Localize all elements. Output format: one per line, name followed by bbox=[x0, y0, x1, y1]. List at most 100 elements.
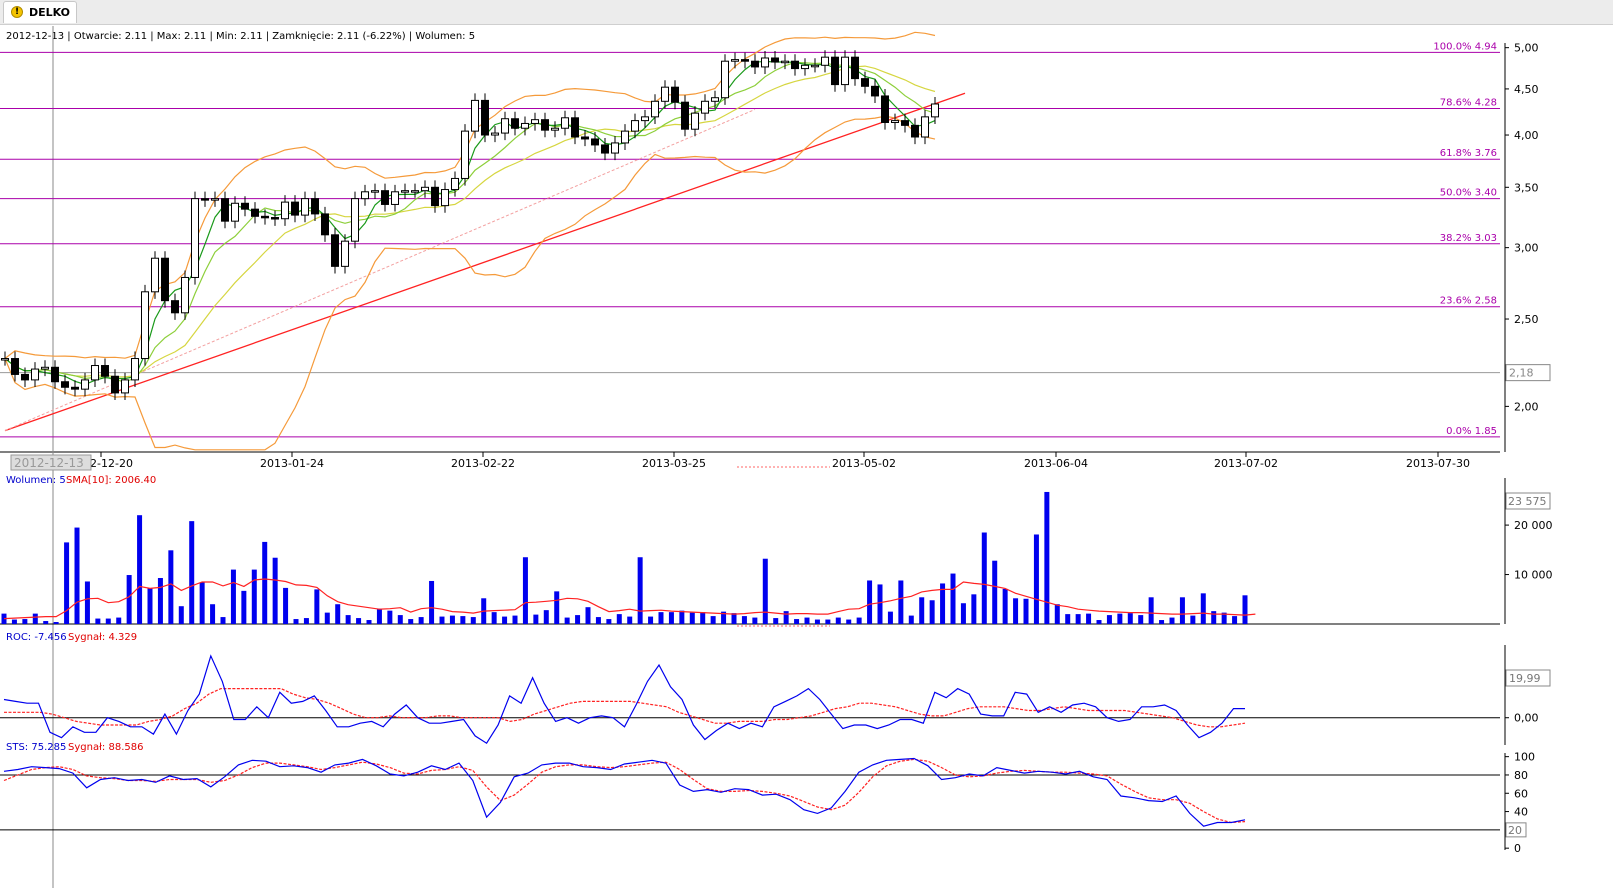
date-axis-label: 2013-06-04 bbox=[1024, 457, 1088, 470]
candle bbox=[452, 178, 459, 189]
volume-bar bbox=[857, 618, 862, 624]
price-axis-label: 3,00 bbox=[1514, 242, 1539, 255]
volume-bar bbox=[700, 612, 705, 624]
date-cursor-label: 2012-12-13 bbox=[14, 456, 84, 470]
candle bbox=[832, 57, 839, 84]
volume-bar bbox=[262, 542, 267, 624]
volume-bar bbox=[221, 617, 226, 624]
volume-bar bbox=[1065, 614, 1070, 624]
sts-axis-label: 100 bbox=[1514, 751, 1535, 764]
volume-bar bbox=[1243, 595, 1248, 624]
volume-bar bbox=[1190, 616, 1195, 624]
volume-current-label: 23 575 bbox=[1508, 495, 1547, 508]
volume-bar bbox=[606, 619, 611, 624]
volume-bar bbox=[1138, 615, 1143, 624]
candle bbox=[472, 100, 479, 131]
volume-bar bbox=[367, 620, 372, 624]
candle bbox=[792, 61, 799, 68]
volume-bar bbox=[241, 591, 246, 624]
candle bbox=[482, 100, 489, 135]
volume-bar bbox=[523, 557, 528, 624]
volume-bar bbox=[930, 600, 935, 624]
volume-bar bbox=[158, 578, 163, 624]
volume-bar bbox=[273, 558, 278, 624]
volume-bar bbox=[210, 604, 215, 624]
volume-bar bbox=[148, 588, 153, 624]
candle bbox=[212, 199, 219, 201]
volume-bar bbox=[627, 617, 632, 624]
candle bbox=[622, 131, 629, 143]
candle bbox=[362, 192, 369, 199]
volume-bar bbox=[54, 622, 59, 624]
volume-bar bbox=[168, 550, 173, 624]
volume-bar bbox=[992, 561, 997, 624]
volume-bar bbox=[815, 620, 820, 624]
candle bbox=[412, 191, 419, 193]
candle bbox=[222, 199, 229, 222]
volume-bar bbox=[502, 617, 507, 624]
price-axis-label: 4,50 bbox=[1514, 83, 1539, 96]
volume-bar bbox=[586, 607, 591, 624]
candle bbox=[252, 209, 259, 216]
candle bbox=[442, 190, 449, 206]
volume-bar bbox=[1076, 614, 1081, 624]
candle bbox=[802, 65, 809, 68]
candle bbox=[112, 376, 119, 393]
candle bbox=[512, 119, 519, 129]
sts-line bbox=[4, 759, 1245, 827]
price-axis-label: 5,00 bbox=[1514, 42, 1539, 55]
candle bbox=[152, 258, 159, 292]
date-axis-label: 2013-07-30 bbox=[1406, 457, 1470, 470]
volume-bar bbox=[752, 618, 757, 624]
volume-bar bbox=[75, 528, 80, 624]
volume-bar bbox=[679, 611, 684, 624]
candle bbox=[372, 191, 379, 193]
volume-bar bbox=[1149, 597, 1154, 624]
volume-bar bbox=[408, 619, 413, 624]
candle bbox=[722, 61, 729, 98]
candle bbox=[492, 133, 499, 135]
fib-level-label: 38.2% 3.03 bbox=[1440, 233, 1497, 244]
sts-current-label: 20 bbox=[1508, 824, 1522, 837]
volume-bar bbox=[836, 618, 841, 624]
candle bbox=[2, 359, 9, 361]
candle bbox=[322, 214, 329, 235]
date-axis-label: 2013-03-25 bbox=[642, 457, 706, 470]
volume-bar bbox=[294, 619, 299, 624]
volume-bar bbox=[1170, 618, 1175, 624]
candle bbox=[532, 120, 539, 124]
volume-bar bbox=[12, 620, 17, 624]
candle bbox=[842, 57, 849, 84]
roc-axis-label: 0,00 bbox=[1514, 712, 1539, 725]
fib-level-label: 23.6% 2.58 bbox=[1440, 296, 1497, 307]
candle bbox=[122, 380, 129, 393]
volume-bar bbox=[732, 613, 737, 624]
volume-bar bbox=[711, 616, 716, 624]
candle bbox=[582, 137, 589, 139]
volume-bar bbox=[638, 557, 643, 624]
candle bbox=[312, 199, 319, 214]
candle bbox=[302, 199, 309, 215]
volume-bar bbox=[648, 617, 653, 624]
candle bbox=[402, 191, 409, 193]
fib-level-label: 78.6% 4.28 bbox=[1440, 98, 1497, 109]
candle bbox=[752, 61, 759, 67]
candle bbox=[72, 387, 79, 389]
volume-bar bbox=[1097, 620, 1102, 624]
candle bbox=[812, 65, 819, 67]
candle bbox=[522, 123, 529, 128]
volume-bar bbox=[909, 616, 914, 624]
candle bbox=[782, 61, 789, 63]
volume-bar bbox=[867, 580, 872, 624]
candle bbox=[282, 202, 289, 219]
candle bbox=[22, 374, 29, 379]
volume-bar bbox=[304, 618, 309, 624]
volume-bar bbox=[544, 610, 549, 624]
volume-bar bbox=[106, 619, 111, 624]
candle bbox=[772, 58, 779, 62]
sts-signal-line bbox=[4, 759, 1245, 822]
volume-bar bbox=[1232, 616, 1237, 624]
candle bbox=[462, 131, 469, 178]
candle bbox=[892, 121, 899, 123]
